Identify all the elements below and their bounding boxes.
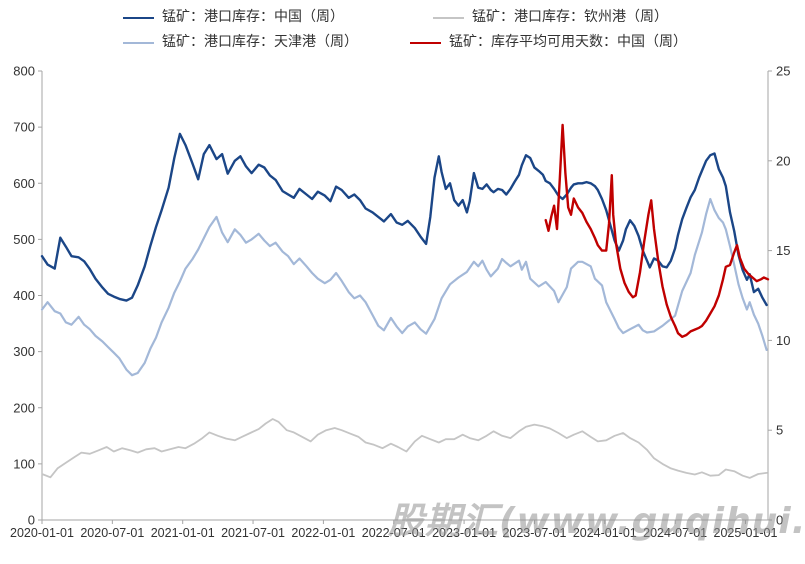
y-left-tick-label: 800 bbox=[13, 64, 35, 79]
x-tick-label: 2022-07-01 bbox=[362, 526, 426, 540]
y-left-tick-label: 500 bbox=[13, 232, 35, 247]
legend-label: 锰矿：库存平均可用天数：中国（周） bbox=[449, 35, 687, 50]
series-line-qinzhou bbox=[41, 418, 768, 479]
legend-line-swatch bbox=[433, 17, 464, 19]
y-left-tick-label: 400 bbox=[13, 288, 35, 303]
x-tick-label: 2025-01-01 bbox=[714, 526, 778, 540]
chart-legend: 锰矿：港口库存：中国（周） 锰矿：港口库存：钦州港（周） 锰矿：港口库存：天津港（周… bbox=[0, 0, 805, 56]
x-tick-label: 2023-01-01 bbox=[432, 526, 496, 540]
legend-item-china: 锰矿：港口库存：中国（周） bbox=[123, 9, 344, 27]
x-tick-label: 2022-01-01 bbox=[291, 526, 355, 540]
y-left-tick-label: 600 bbox=[13, 176, 35, 191]
y-right-tick-label: 0 bbox=[776, 513, 783, 528]
x-tick-label: 2020-07-01 bbox=[80, 526, 144, 540]
x-tick-label: 2023-07-01 bbox=[502, 526, 566, 540]
y-left-tick-label: 700 bbox=[13, 120, 35, 135]
x-tick-label: 2021-07-01 bbox=[221, 526, 285, 540]
legend-item-days: 锰矿：库存平均可用天数：中国（周） bbox=[410, 34, 687, 52]
y-right-tick-label: 15 bbox=[776, 243, 790, 258]
series-line-days bbox=[544, 123, 770, 338]
y-right-tick-label: 20 bbox=[776, 153, 790, 168]
x-tick-label: 2021-01-01 bbox=[151, 526, 215, 540]
series-line-china bbox=[40, 132, 768, 307]
legend-line-swatch bbox=[123, 17, 154, 19]
x-tick-label: 2024-07-01 bbox=[643, 526, 707, 540]
series-line-tianjin bbox=[40, 197, 768, 377]
legend-label: 锰矿：港口库存：中国（周） bbox=[162, 10, 344, 25]
y-right-tick-label: 25 bbox=[776, 64, 790, 79]
y-left-tick-label: 0 bbox=[28, 513, 35, 528]
legend-item-qinzhou: 锰矿：港口库存：钦州港（周） bbox=[433, 9, 668, 27]
y-left-tick-label: 300 bbox=[13, 344, 35, 359]
legend-line-swatch bbox=[410, 42, 441, 44]
y-left-tick-label: 200 bbox=[13, 400, 35, 415]
x-tick-label: 2024-01-01 bbox=[573, 526, 637, 540]
x-tick-label: 2020-01-01 bbox=[10, 526, 74, 540]
legend-label: 锰矿：港口库存：天津港（周） bbox=[162, 35, 358, 50]
legend-item-tianjin: 锰矿：港口库存：天津港（周） bbox=[123, 34, 358, 52]
y-right-tick-label: 5 bbox=[776, 423, 783, 438]
legend-label: 锰矿：港口库存：钦州港（周） bbox=[472, 10, 668, 25]
y-left-tick-label: 100 bbox=[13, 456, 35, 471]
y-right-tick-label: 10 bbox=[776, 333, 790, 348]
legend-line-swatch bbox=[123, 42, 154, 44]
